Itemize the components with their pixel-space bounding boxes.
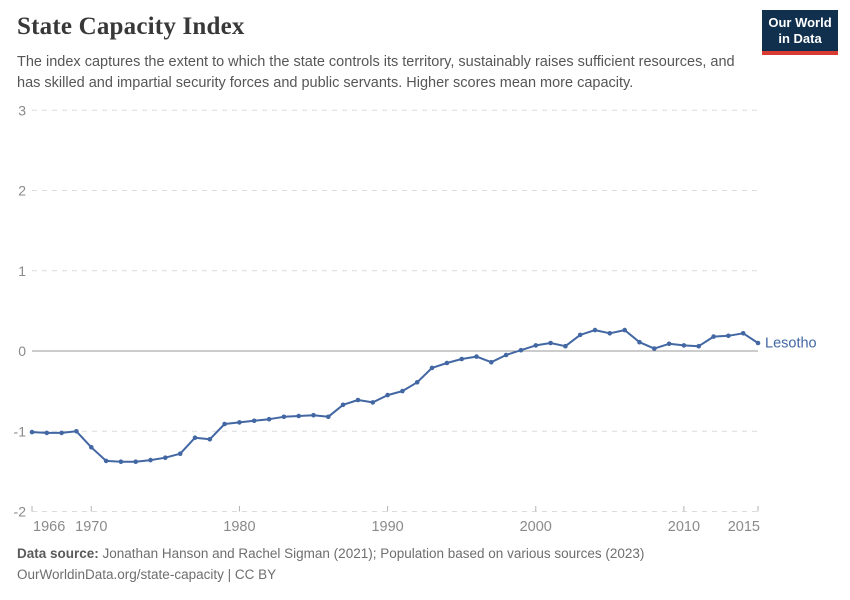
data-point[interactable] (385, 392, 390, 398)
data-point[interactable] (163, 455, 168, 461)
data-point[interactable] (533, 343, 539, 348)
data-point[interactable] (222, 421, 227, 427)
data-point[interactable] (503, 352, 509, 358)
data-point[interactable] (622, 327, 627, 333)
page-title: State Capacity Index (17, 13, 245, 40)
y-axis-tick-label: 1 (18, 263, 26, 279)
data-point[interactable] (474, 354, 479, 359)
data-point[interactable] (548, 340, 553, 346)
data-point[interactable] (696, 343, 701, 349)
data-point[interactable] (237, 420, 242, 425)
data-point[interactable] (370, 400, 376, 405)
data-point[interactable] (592, 327, 598, 333)
x-axis-tick-label: 2010 (668, 519, 700, 535)
y-axis-tick-label: -2 (14, 504, 27, 520)
data-point[interactable] (311, 412, 316, 418)
chart-footer: Data source: Jonathan Hanson and Rachel … (17, 543, 644, 585)
x-axis-tick-label: 1970 (75, 519, 107, 535)
data-point[interactable] (281, 414, 287, 420)
data-point[interactable] (489, 359, 494, 365)
x-axis-tick-label: 2015 (728, 519, 760, 535)
data-point[interactable] (207, 437, 213, 442)
data-source-line: Data source: Jonathan Hanson and Rachel … (17, 543, 644, 564)
data-point[interactable] (296, 413, 302, 419)
owid-logo[interactable]: Our World in Data (762, 10, 838, 55)
x-axis-tick-label: 1990 (371, 519, 403, 535)
data-source-label: Data source: (17, 546, 99, 561)
data-point[interactable] (637, 339, 642, 345)
x-axis-tick-label: 1980 (223, 519, 255, 535)
data-point[interactable] (355, 397, 361, 403)
data-point[interactable] (118, 459, 124, 465)
cc-by-line[interactable]: OurWorldinData.org/state-capacity | CC B… (17, 567, 277, 582)
data-point[interactable] (326, 414, 331, 420)
y-axis-tick-label: 2 (18, 183, 26, 199)
y-axis-tick-label: -1 (14, 423, 27, 439)
data-point[interactable] (133, 459, 138, 465)
data-point[interactable] (89, 445, 94, 450)
data-point[interactable] (177, 451, 183, 457)
owid-logo-line2: in Data (778, 31, 822, 46)
data-point[interactable] (266, 416, 272, 422)
data-point[interactable] (652, 346, 657, 351)
data-point[interactable] (577, 332, 583, 338)
data-point[interactable] (44, 430, 50, 436)
data-line-lesotho[interactable] (31, 329, 759, 463)
x-axis-tick-label: 1966 (33, 519, 65, 535)
data-point[interactable] (755, 340, 761, 346)
data-point[interactable] (607, 331, 613, 336)
data-point[interactable] (518, 347, 524, 353)
data-point[interactable] (563, 343, 568, 349)
data-point[interactable] (192, 435, 198, 441)
data-point[interactable] (740, 331, 746, 336)
data-point[interactable] (444, 360, 450, 366)
x-axis-tick-label: 2000 (520, 519, 552, 535)
data-point[interactable] (711, 334, 716, 339)
series-label-lesotho[interactable]: Lesotho (765, 335, 817, 351)
data-source-text: Jonathan Hanson and Rachel Sigman (2021)… (98, 546, 645, 561)
data-point[interactable] (666, 341, 672, 347)
data-point[interactable] (459, 356, 465, 362)
chart-subtitle: The index captures the extent to which t… (17, 54, 735, 91)
data-point[interactable] (148, 457, 153, 463)
data-point[interactable] (726, 333, 731, 339)
data-point[interactable] (681, 343, 687, 348)
data-point[interactable] (251, 418, 257, 424)
data-point[interactable] (29, 429, 35, 435)
y-axis-tick-label: 3 (18, 102, 26, 118)
data-point[interactable] (414, 380, 420, 385)
data-point[interactable] (429, 365, 435, 371)
owid-logo-line1: Our World (768, 15, 832, 30)
data-point[interactable] (74, 429, 79, 434)
data-point[interactable] (400, 388, 405, 394)
y-axis-tick-label: 0 (18, 343, 26, 359)
data-point[interactable] (59, 430, 64, 436)
data-point[interactable] (103, 458, 109, 464)
data-point[interactable] (340, 402, 346, 408)
